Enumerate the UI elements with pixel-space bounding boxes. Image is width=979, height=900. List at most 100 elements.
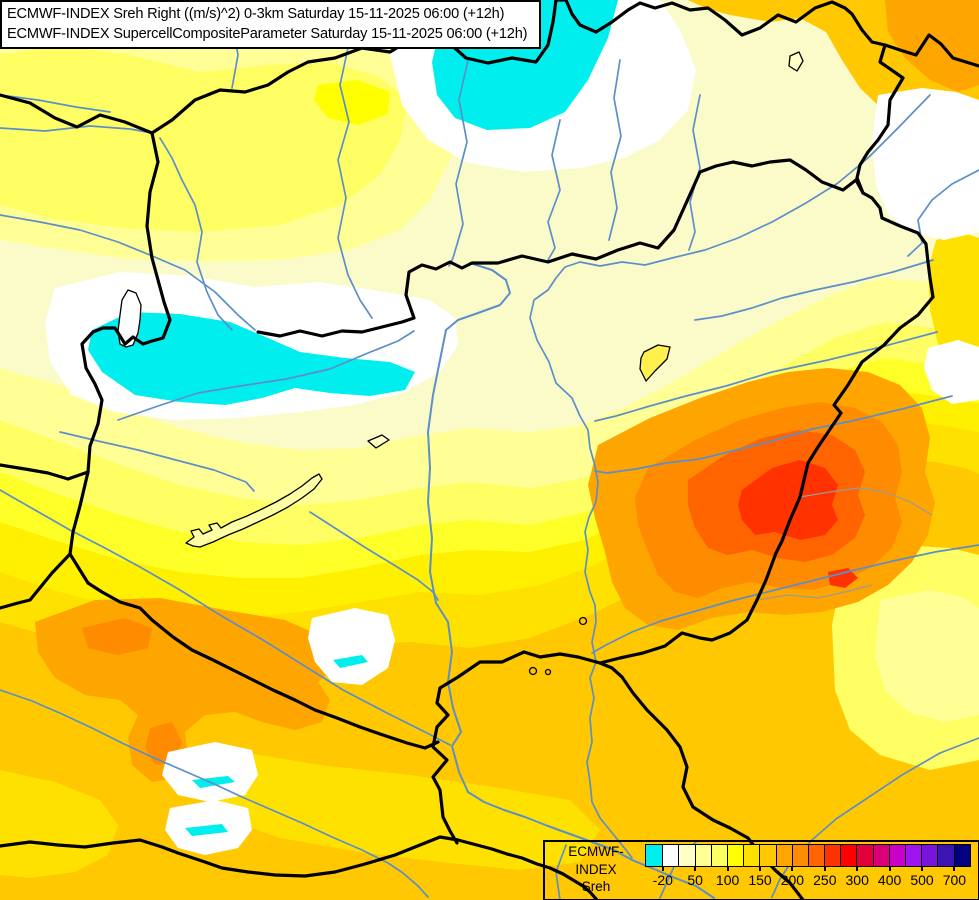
- lake-small: [528, 666, 538, 676]
- legend-tick-label: 300: [845, 872, 869, 888]
- title-box: ECMWF-INDEX Sreh Right ((m/s)^2) 0-3km S…: [0, 0, 541, 49]
- legend-swatch: [678, 845, 695, 866]
- legend-swatch: [872, 845, 889, 866]
- border-slovakia-hungary: [256, 158, 865, 338]
- border-serbia-romania: [598, 661, 805, 900]
- fill-sw-orange-core1: [82, 618, 152, 655]
- fill-nw-yellow: [0, 45, 408, 232]
- admin-line: [756, 584, 873, 601]
- border-austria-hungary: [68, 131, 172, 556]
- fill-white-ne2: [924, 340, 979, 404]
- legend-swatch: [807, 845, 825, 866]
- legend-swatch: [840, 845, 857, 866]
- fill-cyan-west: [88, 312, 415, 405]
- river: [594, 331, 938, 422]
- legend-title: ECMWF-INDEX: [568, 844, 624, 877]
- legend-swatch: [743, 845, 760, 866]
- legend-swatch: [775, 845, 792, 866]
- legend-tick-label: 100: [715, 872, 740, 888]
- lake-neusiedl: [117, 289, 142, 348]
- river: [117, 330, 415, 421]
- river: [547, 119, 561, 261]
- legend-color-bar: [645, 844, 971, 867]
- fill-se-pale-96: [875, 590, 979, 722]
- lake-velence: [367, 434, 390, 449]
- legend-swatch: [791, 845, 808, 866]
- legend-units: (m/s)^2: [549, 896, 643, 900]
- lake-tisza: [639, 344, 671, 382]
- lake-small: [544, 668, 552, 676]
- river-sava: [0, 689, 429, 898]
- legend-swatch: [662, 845, 679, 866]
- river: [608, 59, 622, 241]
- border-hungary-serbia: [431, 650, 602, 845]
- legend-swatch: [856, 845, 873, 866]
- fill-cyan-sliver2: [185, 824, 228, 836]
- border-ukraine: [855, 43, 935, 299]
- river: [309, 511, 439, 601]
- legend-swatch: [921, 845, 938, 866]
- fill-bottom-center-light: [195, 750, 600, 870]
- fill-bottom-left-light: [0, 770, 118, 878]
- river: [59, 431, 255, 492]
- admin-line: [799, 487, 933, 516]
- legend-tick-label: 400: [877, 872, 902, 888]
- admin-lines: [756, 487, 933, 601]
- legend-tick-label: 200: [780, 872, 805, 888]
- river-drava: [0, 489, 451, 746]
- legend-swatch: [824, 845, 841, 866]
- fill-white-sw1: [162, 742, 258, 802]
- river-tisza: [529, 94, 931, 859]
- lake-balaton: [185, 473, 323, 548]
- fill-white-sw3: [308, 608, 395, 685]
- border-north-chain: [150, 0, 979, 135]
- fill-east-core: [738, 460, 838, 540]
- river: [0, 125, 153, 134]
- river: [771, 737, 979, 898]
- border-drava: [68, 552, 440, 750]
- legend-swatch: [710, 845, 727, 866]
- border-sava: [0, 835, 599, 900]
- fill-nw-bright-spot: [314, 80, 390, 125]
- legend-tick-label: 50: [687, 872, 703, 888]
- legend-tick-label: 500: [910, 872, 934, 888]
- legend-swatch: [937, 845, 954, 866]
- legend-swatch: [888, 845, 905, 866]
- legend-box: ECMWF-INDEX Sreh (m/s)^2 -20 50 100 150 200 2…: [543, 840, 979, 900]
- river: [0, 94, 111, 113]
- title-line-2: ECMWF-INDEX SupercellCompositeParameter …: [7, 26, 528, 42]
- fill-ne-orange: [885, 0, 979, 92]
- border-northwest: [0, 93, 154, 135]
- legend-swatch: [905, 845, 922, 866]
- legend-tick-label: -20: [652, 872, 673, 888]
- title-line-1: ECMWF-INDEX Sreh Right ((m/s)^2) 0-3km S…: [7, 6, 505, 22]
- border-slovenia-croatia: [0, 552, 72, 610]
- river: [448, 59, 469, 267]
- fill-white-ne: [872, 88, 979, 240]
- river: [337, 47, 373, 319]
- river: [694, 259, 934, 321]
- fill-cyan-sliver3: [333, 655, 368, 668]
- legend-swatch: [646, 845, 663, 866]
- legend-tick-label: 150: [748, 872, 772, 888]
- legend-tick-label: 700: [942, 872, 967, 888]
- river: [159, 137, 233, 331]
- legend-swatch: [759, 845, 776, 866]
- border-romania-hungary: [598, 295, 935, 665]
- lakes: [117, 51, 804, 676]
- lake-small: [578, 616, 588, 626]
- lake-ne: [788, 51, 804, 72]
- river: [591, 544, 979, 654]
- river: [907, 169, 979, 257]
- legend-swatch: [694, 845, 711, 866]
- legend-parameter: Sreh: [581, 879, 611, 894]
- legend-swatch: [726, 845, 744, 866]
- fill-right-arm: [928, 232, 979, 368]
- river: [594, 395, 953, 474]
- legend-text: ECMWF-INDEX Sreh (m/s)^2: [549, 843, 643, 900]
